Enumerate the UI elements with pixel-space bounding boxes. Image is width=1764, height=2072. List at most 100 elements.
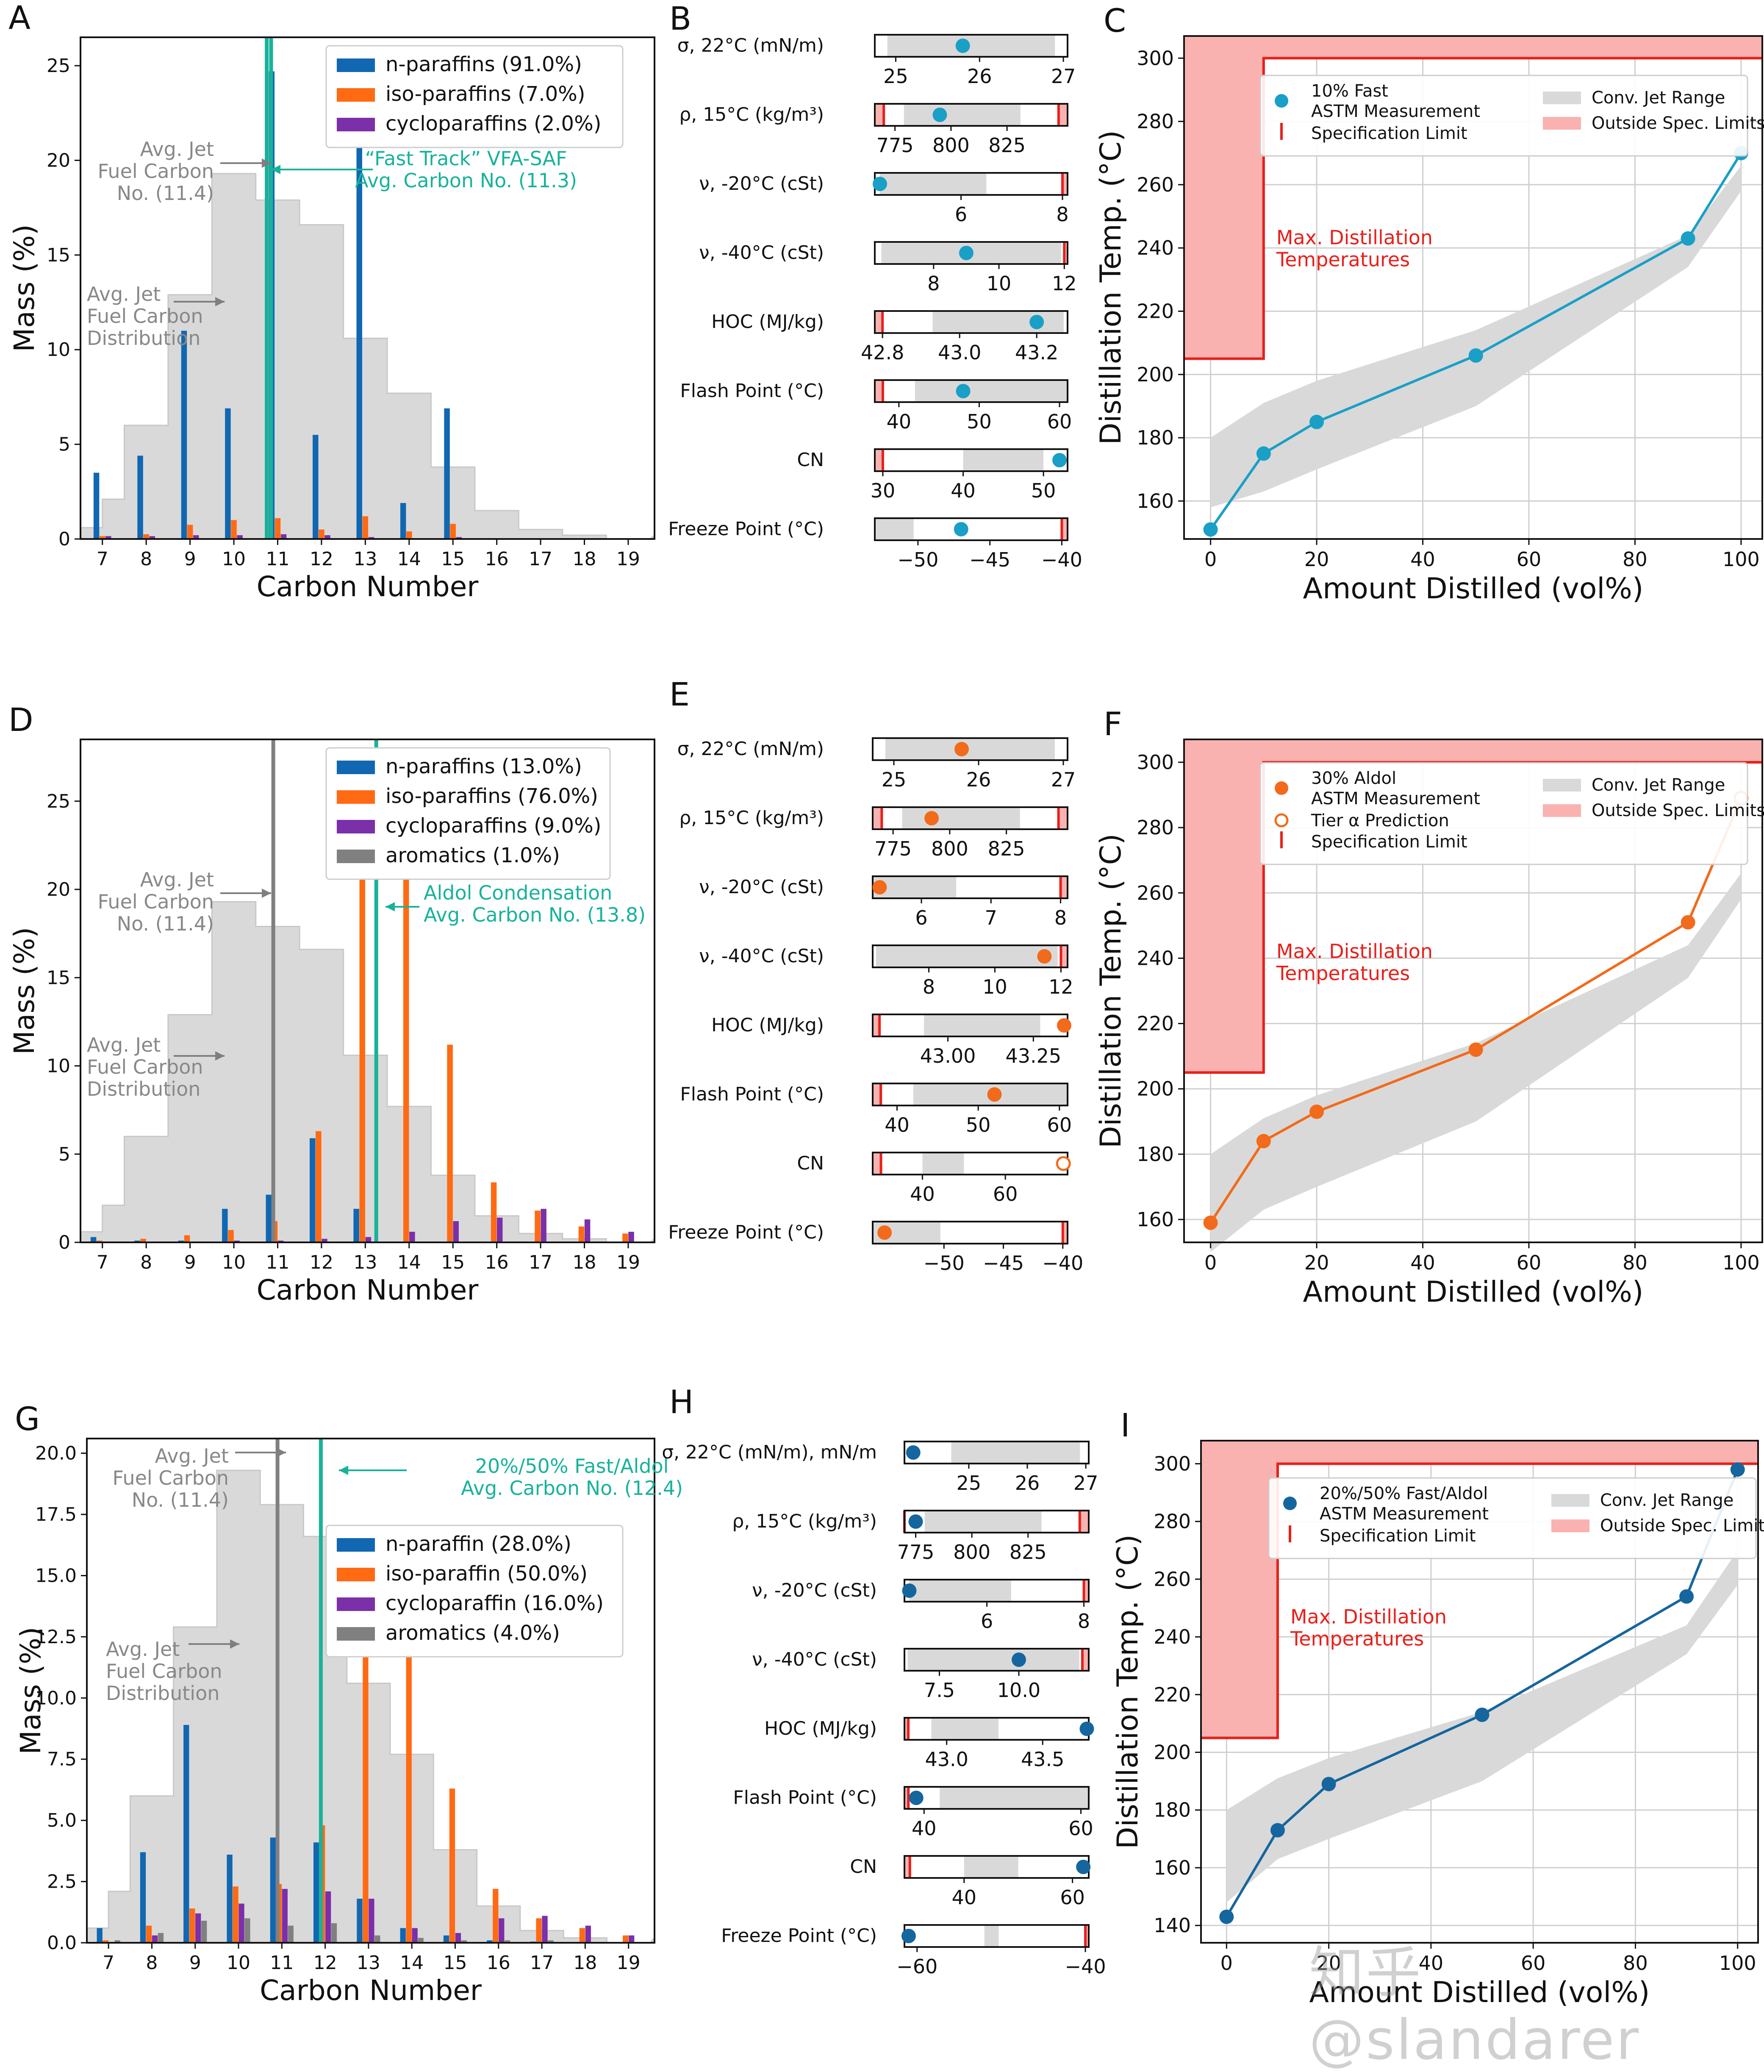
outside-spec-region bbox=[904, 1856, 910, 1878]
measurement-marker bbox=[1037, 949, 1052, 964]
x-tick-label: 19 bbox=[616, 1252, 640, 1273]
legend-swatch-aromatic bbox=[337, 1627, 375, 1641]
conv-jet-range bbox=[879, 173, 987, 195]
y-axis-label: Distillation Temp. (°C) bbox=[1094, 833, 1128, 1148]
x-tick-label: 9 bbox=[184, 548, 196, 570]
strip-tick-label: 43.5 bbox=[1021, 1748, 1064, 1771]
conv-jet-range bbox=[984, 1925, 999, 1947]
strip-tick-label: 26 bbox=[1015, 1472, 1040, 1494]
distillation-curve bbox=[1209, 797, 1742, 1224]
annotation-text: Avg. Jet bbox=[87, 1033, 161, 1056]
bar-cycloparaffin-16 bbox=[496, 1217, 503, 1242]
panel-G: 7 8 9 10 11 12 13 14 15 16 17 18 19 0.0 2.5 5.0 7.5 10.0 1… bbox=[14, 1400, 683, 2007]
x-tick-label: 40 bbox=[1410, 548, 1435, 571]
bar-n_paraffin-8 bbox=[134, 1240, 140, 1242]
panel-H: H 25 26 27 σ, 22°C (mN/m), mN/m 775 800 825 ρ, 1… bbox=[662, 1383, 1106, 1978]
bar-n_paraffin-13 bbox=[353, 1208, 359, 1242]
panel-A: 7 8 9 10 11 12 13 14 15 16 17 18 19 0 5 10 15 20 25 Carbon … bbox=[8, 0, 655, 603]
y-tick-label: 300 bbox=[1137, 751, 1174, 774]
property-label: Flash Point (°C) bbox=[680, 380, 824, 402]
bar-n_paraffin-11 bbox=[266, 1194, 272, 1242]
y-tick-label: 220 bbox=[1154, 1683, 1191, 1706]
y-tick-label: 200 bbox=[1137, 363, 1174, 386]
measurement-marker bbox=[908, 1514, 923, 1529]
property-label: CN bbox=[850, 1856, 877, 1878]
strip-tick-label: 60 bbox=[1047, 1114, 1072, 1136]
panel-letter: E bbox=[669, 675, 690, 713]
x-tick-label: 14 bbox=[397, 548, 421, 570]
conv-jet-range-band bbox=[1210, 166, 1741, 508]
annotation-arrowhead bbox=[271, 165, 280, 174]
x-tick-label: 7 bbox=[97, 548, 108, 570]
measurement-marker bbox=[987, 1087, 1002, 1102]
x-tick-label: 40 bbox=[1419, 1952, 1444, 1975]
x-tick-label: 13 bbox=[353, 1252, 377, 1273]
y-tick-label: 240 bbox=[1137, 947, 1174, 969]
strip-tick-label: 60 bbox=[1047, 410, 1072, 433]
outside-spec-region bbox=[1058, 807, 1068, 829]
bar-iso_paraffin-14 bbox=[403, 766, 409, 1242]
strip-frame bbox=[874, 34, 1068, 58]
legend-label: Specification Limit bbox=[1320, 1526, 1476, 1546]
conv-jet-range bbox=[924, 1014, 1040, 1036]
outside-spec-region bbox=[1079, 1511, 1089, 1533]
strip-tick-label: 6 bbox=[915, 906, 927, 929]
annotation-arrowhead bbox=[262, 889, 271, 898]
y-tick-label: 200 bbox=[1137, 1078, 1174, 1100]
y-tick-label: 17.5 bbox=[35, 1504, 77, 1525]
x-tick-label: 0 bbox=[1204, 548, 1217, 571]
bar-n_paraffin-8 bbox=[137, 456, 143, 539]
legend-label: cycloparaffin (16.0%) bbox=[386, 1591, 604, 1615]
legend-box bbox=[325, 45, 624, 148]
property-label: Flash Point (°C) bbox=[680, 1083, 824, 1105]
measurement-point bbox=[1730, 1462, 1745, 1477]
measurement-marker bbox=[877, 1225, 892, 1240]
annotation-text: Fuel Carbon bbox=[112, 1467, 229, 1489]
property-label: Freeze Point (°C) bbox=[668, 1222, 824, 1243]
bar-iso_paraffin-12 bbox=[316, 1131, 322, 1242]
y-tick-label: 160 bbox=[1137, 489, 1174, 512]
bar-n_paraffin-15 bbox=[443, 1935, 449, 1943]
property-label: σ, 22°C (mN/m) bbox=[677, 738, 824, 760]
bar-n_paraffin-9 bbox=[183, 1725, 189, 1943]
annotation-text: No. (11.4) bbox=[117, 912, 214, 935]
legend-box bbox=[325, 747, 611, 880]
legend-marker bbox=[1275, 781, 1288, 795]
y-tick-label: 240 bbox=[1137, 236, 1174, 259]
annotation-text: Distribution bbox=[87, 1078, 200, 1100]
bar-aromatic-12 bbox=[331, 1923, 337, 1943]
measurement-point bbox=[1321, 1777, 1336, 1791]
bar-n_paraffin-7 bbox=[90, 1237, 97, 1242]
measurement-marker bbox=[1012, 1653, 1026, 1667]
x-tick-label: 14 bbox=[400, 1952, 424, 1974]
conv-jet-range-band bbox=[1226, 1550, 1738, 1903]
outside-spec-region bbox=[1084, 1580, 1089, 1602]
measurement-marker bbox=[902, 1583, 917, 1598]
annotation-text: Distribution bbox=[87, 327, 200, 350]
outside-spec-region bbox=[1062, 518, 1068, 540]
annotation-arrowhead bbox=[277, 1448, 286, 1457]
legend-range-swatch bbox=[1551, 1494, 1589, 1507]
conv-jet-range bbox=[931, 1718, 999, 1740]
legend-label: ASTM Measurement bbox=[1311, 789, 1480, 808]
bar-iso_paraffin-19 bbox=[622, 1233, 628, 1242]
legend-label: 20%/50% Fast/Aldol bbox=[1320, 1484, 1488, 1503]
strip-tick-label: 60 bbox=[993, 1183, 1018, 1205]
strip-tick-label: −45 bbox=[969, 548, 1010, 571]
x-tick-label: 40 bbox=[1410, 1251, 1435, 1274]
bar-iso_paraffin-18 bbox=[578, 1226, 585, 1242]
legend-outside-swatch bbox=[1543, 117, 1581, 130]
measurement-point bbox=[1475, 1707, 1489, 1722]
outside-spec-region bbox=[875, 311, 883, 333]
conv-jet-range bbox=[885, 738, 1055, 760]
measurement-marker bbox=[1079, 1722, 1094, 1736]
plot-frame bbox=[1200, 1440, 1759, 1944]
x-tick-label: 16 bbox=[485, 548, 509, 570]
outside-spec-area bbox=[1184, 739, 1762, 1073]
outside-spec-region bbox=[875, 380, 883, 402]
annotation-text: Distribution bbox=[106, 1682, 219, 1705]
legend-label: aromatics (4.0%) bbox=[386, 1621, 560, 1645]
conv-jet-range bbox=[963, 449, 1044, 471]
legend-range-swatch bbox=[1543, 92, 1581, 104]
strip-tick-label: 825 bbox=[988, 134, 1026, 157]
